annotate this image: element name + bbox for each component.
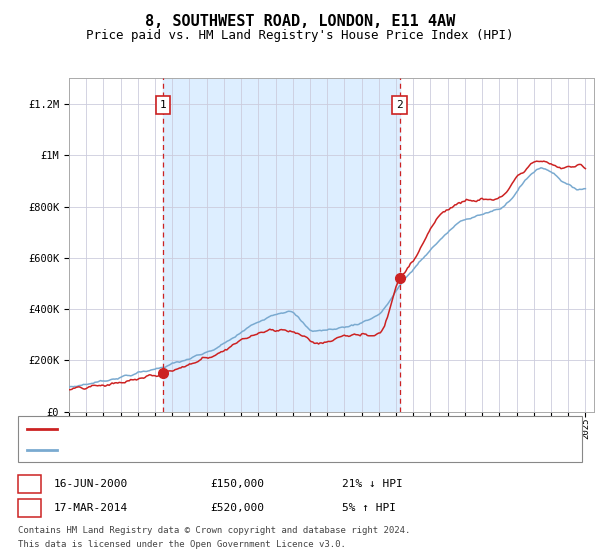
Text: This data is licensed under the Open Government Licence v3.0.: This data is licensed under the Open Gov…	[18, 540, 346, 549]
Text: £520,000: £520,000	[210, 503, 264, 513]
Text: 2: 2	[396, 100, 403, 110]
Text: 8, SOUTHWEST ROAD, LONDON, E11 4AW (detached house): 8, SOUTHWEST ROAD, LONDON, E11 4AW (deta…	[63, 424, 382, 434]
Text: £150,000: £150,000	[210, 479, 264, 489]
Text: 5% ↑ HPI: 5% ↑ HPI	[342, 503, 396, 513]
Text: Contains HM Land Registry data © Crown copyright and database right 2024.: Contains HM Land Registry data © Crown c…	[18, 526, 410, 535]
Bar	[163, 78, 400, 412]
Text: 2: 2	[26, 501, 33, 515]
Text: HPI: Average price, detached house, Waltham Forest: HPI: Average price, detached house, Walt…	[63, 445, 376, 455]
Text: 1: 1	[26, 478, 33, 491]
Text: Price paid vs. HM Land Registry's House Price Index (HPI): Price paid vs. HM Land Registry's House …	[86, 29, 514, 42]
Text: 8, SOUTHWEST ROAD, LONDON, E11 4AW: 8, SOUTHWEST ROAD, LONDON, E11 4AW	[145, 14, 455, 29]
Text: 21% ↓ HPI: 21% ↓ HPI	[342, 479, 403, 489]
Text: 17-MAR-2014: 17-MAR-2014	[54, 503, 128, 513]
Text: 16-JUN-2000: 16-JUN-2000	[54, 479, 128, 489]
Text: 1: 1	[160, 100, 166, 110]
